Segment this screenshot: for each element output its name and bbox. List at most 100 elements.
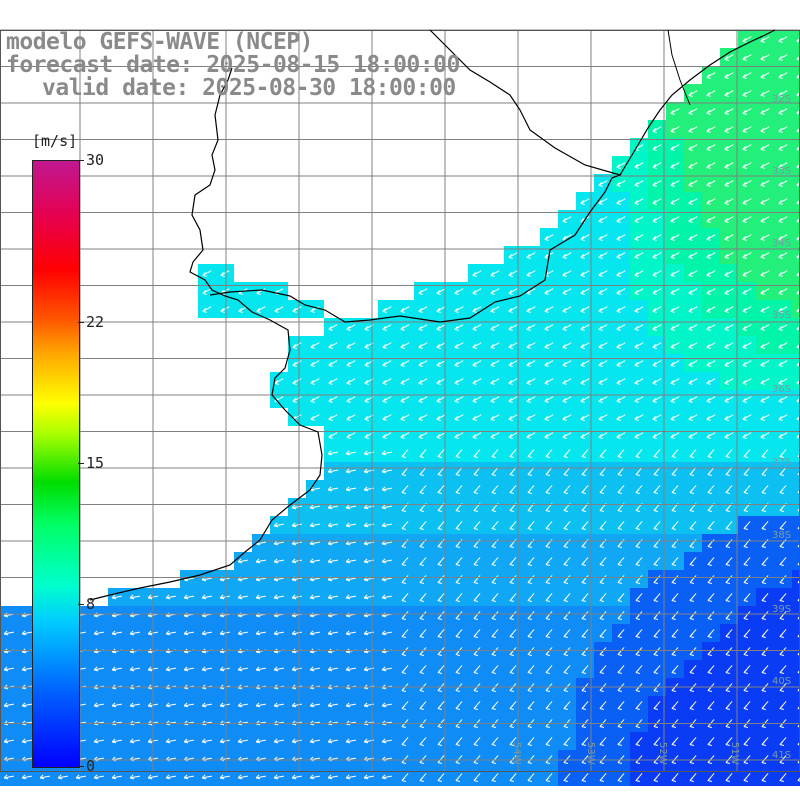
wind-arrow: [545, 485, 553, 495]
wind-arrow: [689, 521, 697, 531]
wind-arrow: [617, 467, 625, 477]
wind-arrow: [778, 270, 788, 277]
wind-arrow: [634, 270, 644, 277]
wind-arrow: [381, 630, 392, 636]
wind-arrow: [635, 593, 643, 603]
ocean-cell: [792, 444, 800, 462]
wind-arrow: [219, 594, 230, 600]
wind-arrow: [419, 665, 427, 675]
wind-arrow: [580, 252, 590, 259]
wind-arrow: [527, 575, 535, 585]
ocean-cell: [792, 426, 800, 444]
wind-arrow: [491, 449, 499, 459]
wind-arrow: [545, 593, 553, 603]
ocean-cell: [792, 228, 800, 246]
wind-arrow: [508, 378, 518, 385]
wind-arrow: [183, 630, 194, 636]
wind-arrow: [778, 342, 788, 349]
wind-arrow: [743, 557, 751, 567]
wind-arrow: [599, 575, 607, 585]
wind-arrow: [3, 630, 14, 636]
wind-arrow: [634, 288, 644, 295]
wind-arrow: [490, 306, 500, 313]
wind-arrow: [202, 306, 212, 313]
wind-arrow: [273, 738, 284, 744]
ocean-cell: [792, 138, 800, 156]
wind-arrow: [599, 593, 607, 603]
wind-arrow: [382, 396, 392, 403]
wind-arrow: [165, 594, 176, 600]
wind-arrow: [291, 738, 302, 744]
wind-arrow: [761, 593, 769, 603]
wind-arrow: [201, 738, 212, 744]
wind-arrow: [363, 774, 374, 780]
model-title: modelo GEFS-WAVE (NCEP): [6, 29, 314, 55]
wind-arrow: [129, 666, 140, 672]
wind-arrow: [437, 557, 445, 567]
wind-arrow: [598, 216, 608, 223]
wind-arrow: [688, 108, 698, 115]
wind-arrow: [599, 485, 607, 495]
wind-arrow: [598, 414, 608, 421]
wind-arrow: [581, 629, 589, 639]
wind-arrow: [345, 666, 356, 672]
wind-arrow: [760, 36, 770, 43]
ocean-cell: [792, 102, 800, 120]
latitude-label: 35S: [772, 310, 792, 321]
wind-arrow: [183, 738, 194, 744]
wind-arrow: [724, 216, 734, 223]
wind-arrow: [688, 180, 698, 187]
wind-arrow: [418, 360, 428, 367]
wind-arrow: [706, 414, 716, 421]
wind-arrow: [111, 630, 122, 636]
wind-arrow: [526, 360, 536, 367]
wind-arrow: [599, 521, 607, 531]
wind-arrow: [508, 360, 518, 367]
wind-arrow: [653, 557, 661, 567]
wind-arrow: [436, 324, 446, 331]
wind-arrow: [418, 432, 428, 439]
wind-arrow: [310, 306, 320, 313]
wind-arrow: [670, 360, 680, 367]
wind-arrow: [724, 432, 734, 439]
wind-arrow: [436, 432, 446, 439]
wind-arrow: [491, 773, 499, 783]
wind-arrow: [617, 593, 625, 603]
wind-arrow: [273, 702, 284, 708]
wind-arrow: [291, 702, 302, 708]
wind-arrow: [725, 467, 733, 477]
wind-arrow: [653, 665, 661, 675]
wind-arrow: [381, 450, 392, 456]
wind-arrow: [689, 737, 697, 747]
wind-arrow: [345, 468, 356, 474]
wind-arrow: [778, 252, 788, 259]
wind-arrow: [563, 557, 571, 567]
wind-arrow: [562, 216, 572, 223]
wind-arrow: [616, 414, 626, 421]
wind-arrow: [381, 522, 392, 528]
wind-arrow: [563, 737, 571, 747]
wind-arrow: [635, 737, 643, 747]
wind-arrow: [670, 252, 680, 259]
ocean-cell: [792, 372, 800, 390]
wind-arrow: [743, 665, 751, 675]
wind-arrow: [544, 342, 554, 349]
colorbar-unit-label: [m/s]: [32, 132, 78, 150]
wind-arrow: [761, 737, 769, 747]
wind-arrow: [544, 396, 554, 403]
ocean-cell: [792, 354, 800, 372]
wind-arrow: [580, 360, 590, 367]
wind-arrow: [508, 288, 518, 295]
ocean-cell: [792, 570, 800, 588]
wind-arrow: [778, 378, 788, 385]
wind-arrow: [509, 449, 517, 459]
wind-arrow: [652, 234, 662, 241]
wind-arrow: [381, 486, 392, 492]
wind-arrow: [526, 378, 536, 385]
wind-arrow: [724, 396, 734, 403]
wind-arrow: [707, 701, 715, 711]
wind-arrow: [419, 629, 427, 639]
wind-arrow: [327, 468, 338, 474]
wind-arrow: [93, 702, 104, 708]
wind-arrow: [598, 396, 608, 403]
